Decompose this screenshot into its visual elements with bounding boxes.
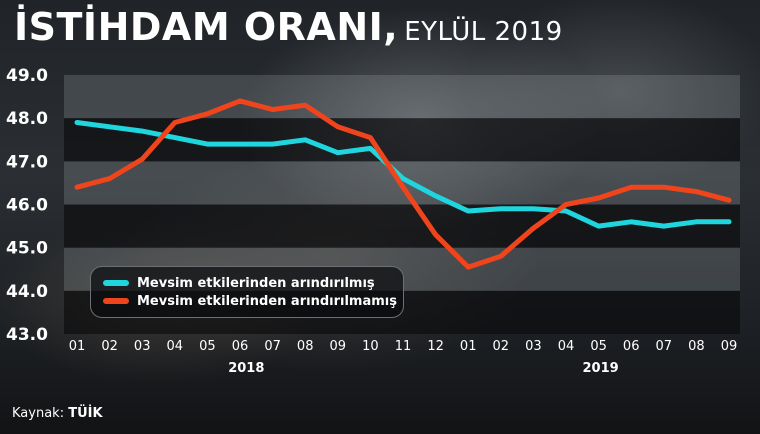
year-label: 2019: [583, 361, 619, 376]
x-tick-label: 12: [427, 339, 444, 354]
x-tick-label: 06: [232, 339, 249, 354]
chart-legend: Mevsim etkilerinden arındırılmış Mevsim …: [90, 266, 404, 318]
y-tick-label: 44.0: [6, 282, 48, 302]
legend-swatch-unadjusted: [103, 298, 129, 304]
title-main: İSTİHDAM ORANI,: [14, 5, 399, 49]
y-tick-label: 43.0: [6, 325, 48, 345]
source-value: TÜİK: [68, 406, 103, 421]
legend-label-unadjusted: Mevsim etkilerinden arındırılmamış: [137, 293, 397, 309]
x-tick-label: 02: [493, 339, 510, 354]
grid-band: [64, 118, 740, 162]
series-line-unadjusted: [74, 98, 732, 270]
y-axis: 43.0 44.0 45.0 46.0 47.0 48.0 49.0: [6, 66, 48, 345]
grid-band: [64, 204, 740, 248]
y-tick-label: 49.0: [6, 66, 48, 86]
legend-item-unadjusted: Mevsim etkilerinden arındırılmamış: [103, 292, 397, 310]
x-tick-label: 03: [134, 339, 151, 354]
x-tick-label: 08: [297, 339, 314, 354]
x-tick-label: 01: [460, 339, 477, 354]
x-tick-label: 06: [623, 339, 640, 354]
series-lines: [74, 98, 732, 270]
source-label: Kaynak:: [12, 406, 65, 421]
x-axis: 01 02 03 04 05 06 07 08 09 10 11 12 01 02 03 04 05 06 07 08…: [69, 339, 738, 354]
grid-band: [64, 75, 740, 119]
title-subtitle: EYLÜL 2019: [404, 17, 563, 47]
chart-title: İSTİHDAM ORANI, EYLÜL 2019: [14, 8, 563, 46]
x-tick-label: 09: [330, 339, 347, 354]
year-label: 2018: [228, 361, 264, 376]
y-tick-label: 45.0: [6, 239, 48, 259]
x-tick-label: 03: [525, 339, 542, 354]
legend-swatch-seasonal: [103, 280, 129, 286]
x-tick-label: 07: [656, 339, 673, 354]
y-tick-label: 48.0: [6, 109, 48, 129]
x-tick-label: 04: [167, 339, 184, 354]
x-tick-label: 09: [721, 339, 738, 354]
series-line-seasonal: [74, 120, 732, 229]
x-tick-label: 11: [395, 339, 412, 354]
x-tick-label: 05: [590, 339, 607, 354]
source-note: Kaynak: TÜİK: [12, 406, 103, 421]
x-tick-label: 07: [264, 339, 281, 354]
year-labels: 2018 2019: [228, 361, 618, 376]
x-tick-label: 10: [362, 339, 379, 354]
legend-item-seasonal: Mevsim etkilerinden arındırılmış: [103, 274, 375, 292]
x-tick-label: 08: [688, 339, 705, 354]
x-tick-label: 05: [199, 339, 216, 354]
y-tick-label: 47.0: [6, 152, 48, 172]
y-tick-label: 46.0: [6, 196, 48, 216]
x-tick-label: 02: [101, 339, 118, 354]
legend-label-seasonal: Mevsim etkilerinden arındırılmış: [137, 275, 375, 291]
x-tick-label: 01: [69, 339, 86, 354]
x-tick-label: 04: [558, 339, 575, 354]
